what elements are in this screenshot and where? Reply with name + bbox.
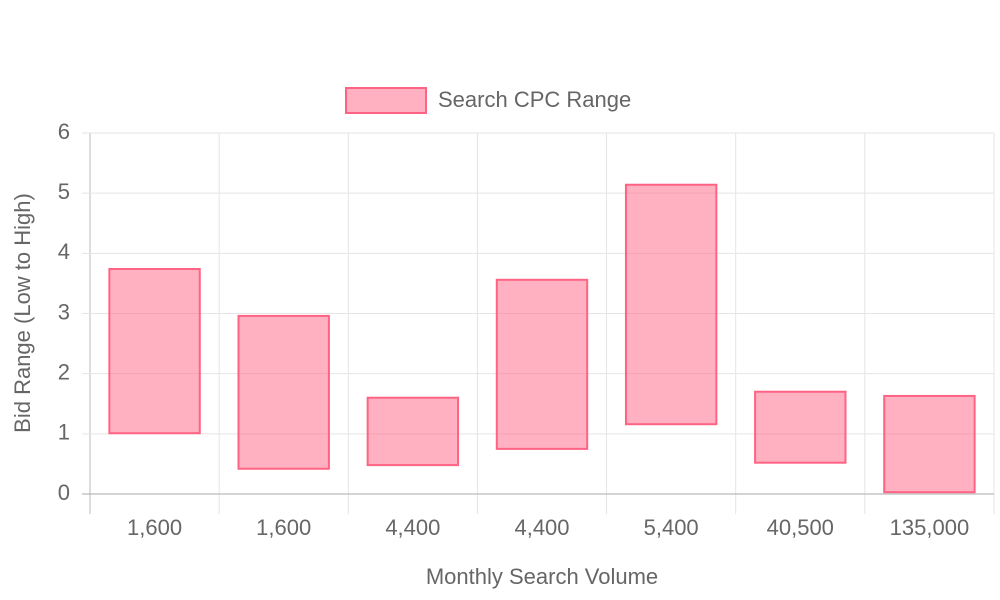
legend-label: Search CPC Range: [438, 87, 631, 112]
bar: [754, 390, 847, 464]
x-tick-label: 1,600: [127, 515, 182, 540]
y-tick-label: 6: [58, 119, 70, 144]
y-tick-label: 2: [58, 359, 70, 384]
legend-swatch: [345, 87, 427, 114]
bar: [883, 394, 976, 494]
bar: [624, 183, 718, 426]
x-tick-label: 4,400: [385, 515, 440, 540]
y-tick-label: 5: [58, 179, 70, 204]
y-tick-label: 3: [58, 299, 70, 324]
x-axis-title: Monthly Search Volume: [426, 564, 658, 589]
bar: [366, 396, 460, 467]
x-tick-label: 135,000: [890, 515, 970, 540]
x-tick-label: 1,600: [256, 515, 311, 540]
bar: [237, 314, 330, 470]
y-tick-label: 4: [58, 239, 70, 264]
x-tick-label: 5,400: [644, 515, 699, 540]
bar: [495, 278, 589, 450]
x-tick-label: 4,400: [514, 515, 569, 540]
y-tick-label: 1: [58, 420, 70, 445]
bar: [108, 267, 201, 435]
x-tick-label: 40,500: [767, 515, 834, 540]
y-tick-label: 0: [58, 480, 70, 505]
y-axis-title: Bid Range (Low to High): [10, 193, 35, 433]
